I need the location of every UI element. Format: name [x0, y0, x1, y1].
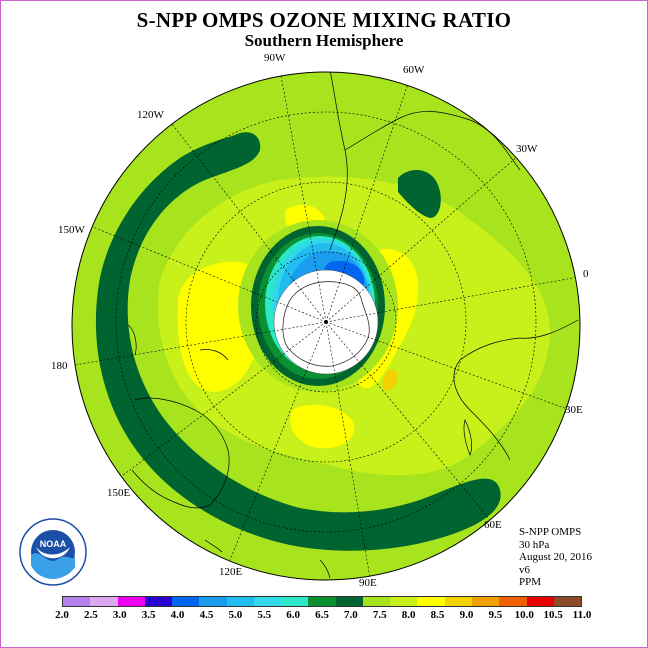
colorbar — [62, 596, 582, 607]
colorbar-tick-label: 2.0 — [55, 609, 69, 621]
map-subtitle: Southern Hemisphere — [244, 31, 404, 50]
colorbar-swatch — [417, 597, 445, 606]
info-instrument: S-NPP OMPS — [519, 526, 582, 538]
lon-label-30e: 30E — [565, 404, 583, 416]
colorbar-swatch — [199, 597, 227, 606]
colorbar-tick-label: 11.0 — [572, 609, 592, 621]
colorbar-swatch — [172, 597, 200, 606]
colorbar-swatch — [335, 597, 363, 606]
colorbar-swatch — [471, 597, 500, 606]
map-title: S-NPP OMPS OZONE MIXING RATIO — [136, 8, 512, 32]
ozone-field-7-0-arc — [95, 132, 501, 551]
graticule-meridians — [74, 72, 580, 579]
colorbar-tick-label: 2.5 — [84, 609, 98, 621]
lon-label-90w: 90W — [264, 52, 286, 64]
lon-label-60w: 60W — [403, 64, 425, 76]
info-block: S-NPP OMPS 30 hPa August 20, 2016 v6 PPM — [519, 526, 592, 589]
lon-label-30w: 30W — [516, 143, 538, 155]
colorbar-tick-label: 10.5 — [543, 609, 563, 621]
lon-label-60e: 60E — [484, 519, 502, 531]
colorbar-tick-label: 5.5 — [257, 609, 272, 621]
lon-label-150w: 150W — [58, 224, 85, 236]
info-level: 30 hPa — [519, 538, 550, 551]
noaa-logo: NOAA — [19, 518, 87, 586]
colorbar-tick-label: 3.5 — [141, 609, 156, 621]
ozone-field-7-0-cell — [398, 169, 441, 218]
lon-label-0: 0 — [583, 268, 589, 280]
lon-label-120w: 120W — [137, 109, 164, 121]
colorbar-tick-label: 4.5 — [199, 609, 214, 621]
lon-label-90e: 90E — [359, 577, 377, 589]
info-date: August 20, 2016 — [519, 551, 593, 563]
colorbar-tick-label: 8.0 — [401, 609, 416, 621]
colorbar-labels: 2.0 2.5 3.0 3.5 4.0 4.5 5.0 5.5 6.0 6.5 7.0 7.5 8.0 8… — [50, 609, 610, 623]
colorbar-swatch — [90, 597, 118, 606]
colorbar-tick-label: 9.0 — [459, 609, 474, 621]
colorbar-swatch — [226, 597, 254, 606]
colorbar-swatch — [499, 597, 527, 606]
colorbar-tick-label: 4.0 — [170, 609, 185, 621]
info-version: v6 — [519, 563, 530, 576]
colorbar-swatch — [526, 597, 554, 606]
map-boundary — [71, 71, 581, 581]
colorbar-tick-label: 3.0 — [112, 609, 127, 621]
ozone-field-8-5-south — [290, 404, 355, 449]
colorbar-swatch — [253, 597, 282, 606]
colorbar-swatch — [362, 597, 391, 606]
colorbar-tick-label: 10.0 — [514, 609, 534, 621]
colorbar-tick-label: 6.5 — [315, 609, 329, 621]
colorbar-swatch — [281, 597, 309, 606]
colorbar-tick-label: 8.5 — [430, 609, 445, 621]
colorbar-swatch — [308, 597, 336, 606]
lon-label-180: 180 — [51, 360, 68, 372]
colorbar-swatch — [144, 597, 173, 606]
noaa-logo-text: NOAA — [40, 539, 67, 549]
south-pole-marker — [324, 320, 328, 324]
lon-label-150e: 150E — [107, 487, 131, 499]
colorbar-tick-label: 7.5 — [372, 609, 387, 621]
colorbar-swatch — [117, 597, 145, 606]
colorbar-swatch — [390, 597, 418, 606]
info-units: PPM — [519, 576, 542, 588]
colorbar-swatch — [63, 597, 91, 606]
colorbar-tick-label: 7.0 — [344, 609, 358, 621]
graticule-parallels — [115, 111, 537, 533]
colorbar-tick-label: 9.5 — [488, 609, 503, 621]
colorbar-tick-label: 6.0 — [286, 609, 300, 621]
antarctica-coastline — [282, 281, 370, 367]
colorbar-tick-label: 5.0 — [228, 609, 243, 621]
colorbar-swatch — [553, 597, 582, 606]
coastlines — [127, 72, 579, 579]
colorbar-swatch — [444, 597, 472, 606]
ozone-field-9-0-spot — [382, 369, 398, 391]
lon-label-120e: 120E — [219, 566, 243, 578]
